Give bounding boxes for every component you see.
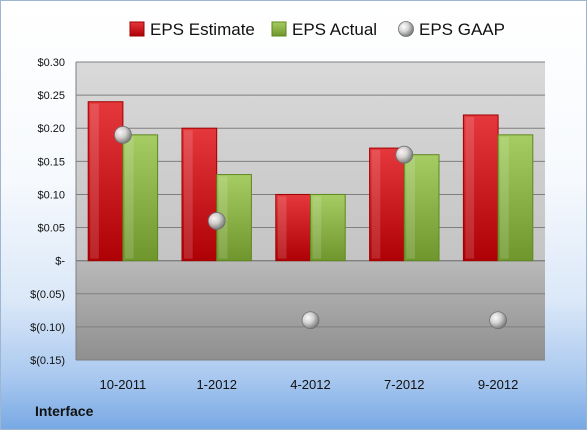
bar-highlight — [406, 156, 415, 259]
bar-eps-actual — [122, 134, 159, 262]
y-tick-label: $0.25 — [37, 90, 65, 102]
bar-highlight — [183, 130, 193, 259]
legend-label: EPS GAAP — [419, 20, 505, 39]
bar-eps-estimate — [275, 193, 312, 262]
y-tick-label: $0.20 — [37, 123, 65, 135]
x-tick-label: 10-2011 — [100, 377, 147, 392]
x-tick-label: 1-2012 — [196, 377, 236, 392]
point-eps-gaap — [301, 311, 320, 330]
bar-eps-actual — [403, 154, 440, 262]
plot-negative-area — [76, 260, 545, 360]
point-eps-gaap — [395, 145, 414, 164]
y-tick-label: $0.05 — [37, 223, 65, 235]
y-tick-label: $(0.05) — [30, 289, 65, 301]
legend-label: EPS Actual — [292, 20, 377, 39]
legend-marker-eps-gaap — [398, 21, 414, 37]
bar-eps-estimate — [462, 114, 499, 262]
point-eps-gaap — [489, 311, 508, 330]
y-tick-label: $(0.10) — [30, 322, 65, 334]
y-tick-label: $0.10 — [37, 189, 65, 201]
bar-highlight — [312, 196, 322, 259]
bar-highlight — [124, 136, 134, 259]
bar-highlight — [90, 103, 99, 259]
bar-eps-actual — [310, 193, 346, 262]
legend-marker-eps-estimate — [129, 21, 145, 37]
bar-eps-actual — [497, 134, 534, 262]
y-tick-label: $0.30 — [37, 57, 65, 69]
x-tick-label: 7-2012 — [384, 377, 424, 392]
bar-eps-estimate — [369, 147, 405, 262]
bar-highlight — [465, 116, 475, 259]
x-tick-label: 9-2012 — [478, 377, 518, 392]
point-eps-gaap — [207, 212, 226, 230]
legend-marker-eps-actual — [271, 21, 287, 37]
bar-eps-estimate — [181, 127, 218, 262]
legend-label: EPS Estimate — [150, 20, 255, 39]
x-tick-label: 4-2012 — [290, 377, 330, 392]
company-label: Interface — [35, 403, 94, 419]
bar-highlight — [500, 136, 509, 259]
bar-highlight — [277, 196, 287, 259]
bar-highlight — [371, 150, 381, 259]
y-tick-label: $(0.15) — [30, 355, 65, 367]
y-tick-label: $- — [55, 256, 65, 268]
y-tick-label: $0.15 — [37, 156, 65, 168]
point-eps-gaap — [114, 125, 132, 144]
